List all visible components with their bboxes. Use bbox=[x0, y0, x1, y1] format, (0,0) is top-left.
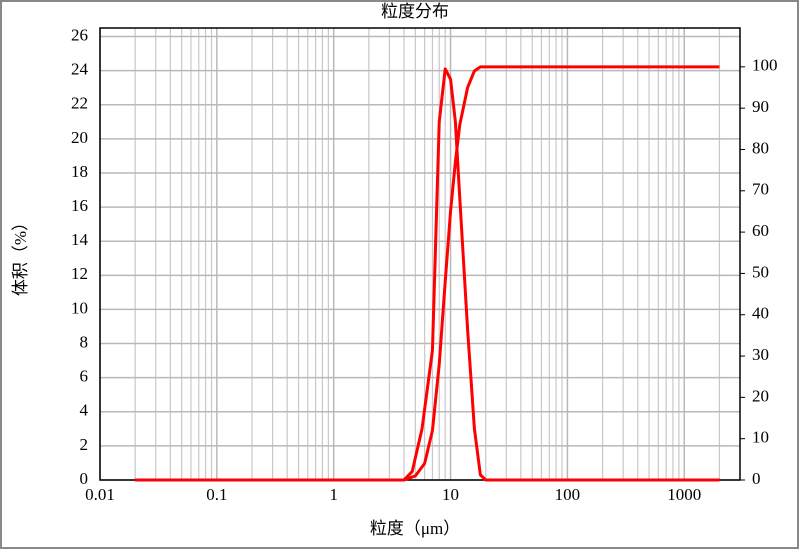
y-tick-label: 20 bbox=[71, 128, 88, 147]
y2-tick-label: 80 bbox=[752, 138, 769, 157]
y2-tick-label: 30 bbox=[752, 345, 769, 364]
y-tick-label: 12 bbox=[71, 264, 88, 283]
y-tick-label: 24 bbox=[71, 60, 89, 79]
y-tick-label: 0 bbox=[80, 469, 89, 488]
chart-title: 粒度分布 bbox=[381, 2, 449, 21]
y-axis-label: 体积（%） bbox=[11, 214, 30, 296]
x-axis-label: 粒度（μm） bbox=[370, 519, 460, 538]
y-tick-label: 16 bbox=[71, 196, 88, 215]
plot-border bbox=[99, 27, 741, 481]
x-tick-label: 0.1 bbox=[206, 485, 227, 504]
y-tick-label: 2 bbox=[80, 435, 89, 454]
x-tick-label: 10 bbox=[442, 485, 459, 504]
y-tick-label: 22 bbox=[71, 94, 88, 113]
x-tick-label: 1 bbox=[329, 485, 338, 504]
data-line bbox=[135, 65, 720, 482]
y2-tick-label: 0 bbox=[752, 469, 761, 488]
y-tick-label: 18 bbox=[71, 162, 88, 181]
y2-tick-label: 20 bbox=[752, 386, 769, 405]
y2-tick-label: 100 bbox=[752, 56, 778, 75]
x-tick-label: 0.01 bbox=[85, 485, 115, 504]
y-tick-label: 10 bbox=[71, 298, 88, 317]
y-tick-label: 14 bbox=[71, 230, 89, 249]
y-tick-label: 4 bbox=[80, 401, 89, 420]
y2-tick-label: 40 bbox=[752, 304, 769, 323]
x-tick-label: 100 bbox=[555, 485, 581, 504]
y2-tick-label: 70 bbox=[752, 180, 769, 199]
data-line bbox=[135, 67, 720, 482]
y2-tick-label: 10 bbox=[752, 428, 769, 447]
y2-tick-label: 90 bbox=[752, 97, 769, 116]
y-tick-label: 8 bbox=[80, 332, 89, 351]
y-tick-label: 6 bbox=[80, 367, 89, 386]
x-tick-label: 1000 bbox=[667, 485, 701, 504]
y2-tick-label: 60 bbox=[752, 221, 769, 240]
y-tick-label: 26 bbox=[71, 25, 88, 44]
y2-tick-label: 50 bbox=[752, 262, 769, 281]
